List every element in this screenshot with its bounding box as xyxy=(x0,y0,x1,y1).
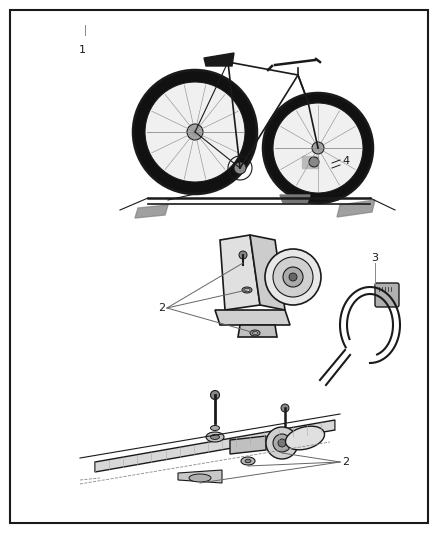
Text: 4: 4 xyxy=(342,156,349,166)
Polygon shape xyxy=(250,235,285,310)
Circle shape xyxy=(211,391,219,400)
Circle shape xyxy=(273,434,291,452)
Polygon shape xyxy=(230,436,266,454)
Circle shape xyxy=(312,142,324,154)
Polygon shape xyxy=(178,470,222,483)
Ellipse shape xyxy=(244,288,250,292)
Circle shape xyxy=(273,257,313,297)
Ellipse shape xyxy=(211,434,219,440)
Circle shape xyxy=(289,273,297,281)
Ellipse shape xyxy=(211,425,219,431)
Text: 3: 3 xyxy=(371,253,378,263)
Circle shape xyxy=(281,404,289,412)
Text: 2: 2 xyxy=(158,303,165,313)
Polygon shape xyxy=(135,205,168,218)
Text: 1: 1 xyxy=(78,45,85,55)
Polygon shape xyxy=(280,195,310,203)
Polygon shape xyxy=(302,156,318,168)
Circle shape xyxy=(263,93,373,203)
Ellipse shape xyxy=(242,287,252,293)
Text: 2: 2 xyxy=(342,457,349,467)
Polygon shape xyxy=(238,325,277,337)
Circle shape xyxy=(266,427,298,459)
Polygon shape xyxy=(337,200,375,217)
Polygon shape xyxy=(215,310,290,325)
Ellipse shape xyxy=(252,332,258,335)
Ellipse shape xyxy=(241,457,255,465)
Circle shape xyxy=(283,267,303,287)
Circle shape xyxy=(278,439,286,447)
Circle shape xyxy=(273,103,363,193)
Circle shape xyxy=(187,124,203,140)
Circle shape xyxy=(133,70,257,194)
Circle shape xyxy=(234,162,246,174)
Circle shape xyxy=(265,249,321,305)
Polygon shape xyxy=(220,235,260,310)
Ellipse shape xyxy=(206,432,224,442)
Ellipse shape xyxy=(245,459,251,463)
Polygon shape xyxy=(204,53,234,66)
FancyBboxPatch shape xyxy=(375,283,399,307)
Circle shape xyxy=(145,82,245,182)
Polygon shape xyxy=(95,420,335,472)
Circle shape xyxy=(309,157,319,167)
Circle shape xyxy=(239,251,247,259)
Ellipse shape xyxy=(250,330,260,336)
Ellipse shape xyxy=(286,426,325,450)
Ellipse shape xyxy=(189,474,211,482)
